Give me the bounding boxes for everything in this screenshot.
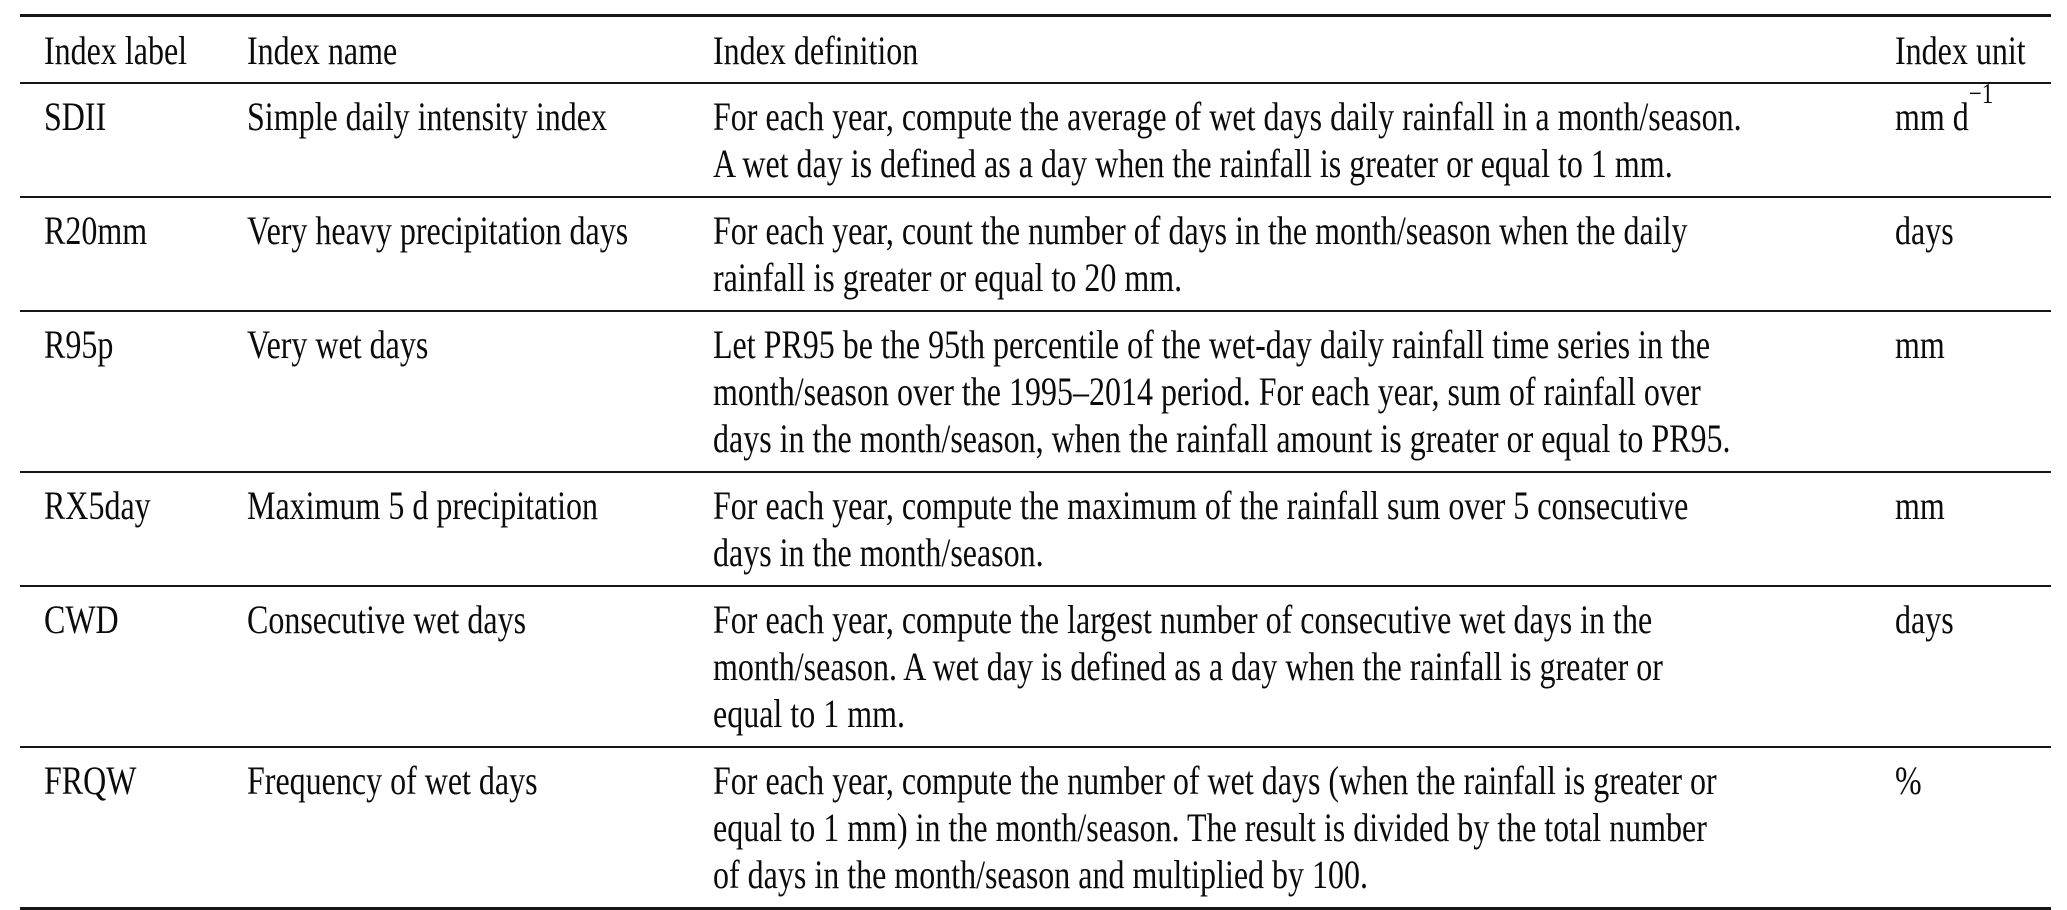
index-label-cell: R20mm: [20, 197, 247, 311]
index-definition-text: For each year, compute the number of wet…: [713, 758, 1717, 897]
unit-base: days: [1895, 208, 1954, 253]
column-header-index-name: Index name: [247, 16, 713, 84]
index-definition-cell: For each year, count the number of days …: [713, 197, 1895, 311]
index-unit-cell: days: [1895, 197, 2051, 311]
index-label-cell: RX5day: [20, 472, 247, 586]
table-row-rx5day: RX5day Maximum 5 d precipitation For eac…: [20, 472, 2051, 586]
index-name-cell: Frequency of wet days: [247, 747, 713, 909]
index-name-cell: Simple daily intensity index: [247, 83, 713, 197]
index-name-cell: Very heavy precipitation days: [247, 197, 713, 311]
column-header-index-name-text: Index name: [247, 28, 398, 73]
index-name-text: Frequency of wet days: [247, 758, 538, 803]
index-definition-cell: For each year, compute the largest numbe…: [713, 586, 1895, 747]
index-definition-text: For each year, compute the largest numbe…: [713, 597, 1663, 736]
index-unit-cell: mm: [1895, 472, 2051, 586]
index-definition-text: For each year, compute the maximum of th…: [713, 483, 1689, 575]
unit-base: mm d: [1895, 94, 1969, 139]
unit-base: %: [1895, 758, 1922, 803]
index-name-text: Very heavy precipitation days: [247, 208, 629, 253]
index-name-cell: Consecutive wet days: [247, 586, 713, 747]
index-unit-text: days: [1895, 596, 2020, 643]
rainfall-indices-table: Index label Index name Index definition …: [20, 14, 2051, 910]
unit-base: mm: [1895, 483, 1945, 528]
index-label-cell: FRQW: [20, 747, 247, 909]
index-label-cell: CWD: [20, 586, 247, 747]
column-header-index-unit: Index unit: [1895, 16, 2051, 84]
unit-base: mm: [1895, 322, 1945, 367]
index-unit-cell: %: [1895, 747, 2051, 909]
index-name-text: Very wet days: [247, 322, 429, 367]
index-unit-text: mm d−1: [1895, 79, 2020, 140]
table-row-frqw: FRQW Frequency of wet days For each year…: [20, 747, 2051, 909]
column-header-index-definition: Index definition: [713, 16, 1895, 84]
index-definition-cell: For each year, compute the average of we…: [713, 83, 1895, 197]
column-header-index-label: Index label: [20, 16, 247, 84]
column-header-index-unit-text: Index unit: [1895, 28, 2026, 73]
index-name-cell: Very wet days: [247, 311, 713, 472]
index-label-cell: SDII: [20, 83, 247, 197]
index-unit-text: days: [1895, 207, 2020, 254]
column-header-index-definition-text: Index definition: [713, 28, 919, 73]
index-label-text: FRQW: [44, 758, 137, 803]
index-label-text: CWD: [44, 597, 119, 642]
index-definition-text: Let PR95 be the 95th percentile of the w…: [713, 322, 1731, 461]
index-unit-cell: mm d−1: [1895, 79, 2051, 197]
column-header-index-label-text: Index label: [44, 28, 188, 73]
index-label-text: R95p: [44, 322, 114, 367]
index-definition-cell: Let PR95 be the 95th percentile of the w…: [713, 311, 1895, 472]
index-unit-text: %: [1895, 757, 2020, 804]
index-name-text: Simple daily intensity index: [247, 94, 607, 139]
index-label-text: SDII: [44, 94, 107, 139]
index-unit-text: mm: [1895, 482, 2020, 529]
index-definition-text: For each year, count the number of days …: [713, 208, 1688, 300]
table-row-cwd: CWD Consecutive wet days For each year, …: [20, 586, 2051, 747]
unit-base: days: [1895, 597, 1954, 642]
index-name-cell: Maximum 5 d precipitation: [247, 472, 713, 586]
indices-table: Index label Index name Index definition …: [20, 14, 2051, 910]
unit-exponent: −1: [1968, 77, 1994, 110]
index-label-text: RX5day: [44, 483, 151, 528]
index-unit-text: mm: [1895, 321, 2020, 368]
index-unit-cell: days: [1895, 586, 2051, 747]
index-name-text: Maximum 5 d precipitation: [247, 483, 599, 528]
table-row-sdii: SDII Simple daily intensity index For ea…: [20, 79, 2051, 197]
index-label-cell: R95p: [20, 311, 247, 472]
header-row: Index label Index name Index definition …: [20, 16, 2051, 84]
index-definition-text: For each year, compute the average of we…: [713, 94, 1742, 186]
index-definition-cell: For each year, compute the maximum of th…: [713, 472, 1895, 586]
index-unit-cell: mm: [1895, 311, 2051, 472]
table-row-r20mm: R20mm Very heavy precipitation days For …: [20, 197, 2051, 311]
index-name-text: Consecutive wet days: [247, 597, 527, 642]
index-definition-cell: For each year, compute the number of wet…: [713, 747, 1895, 909]
table-row-r95p: R95p Very wet days Let PR95 be the 95th …: [20, 311, 2051, 472]
index-label-text: R20mm: [44, 208, 148, 253]
